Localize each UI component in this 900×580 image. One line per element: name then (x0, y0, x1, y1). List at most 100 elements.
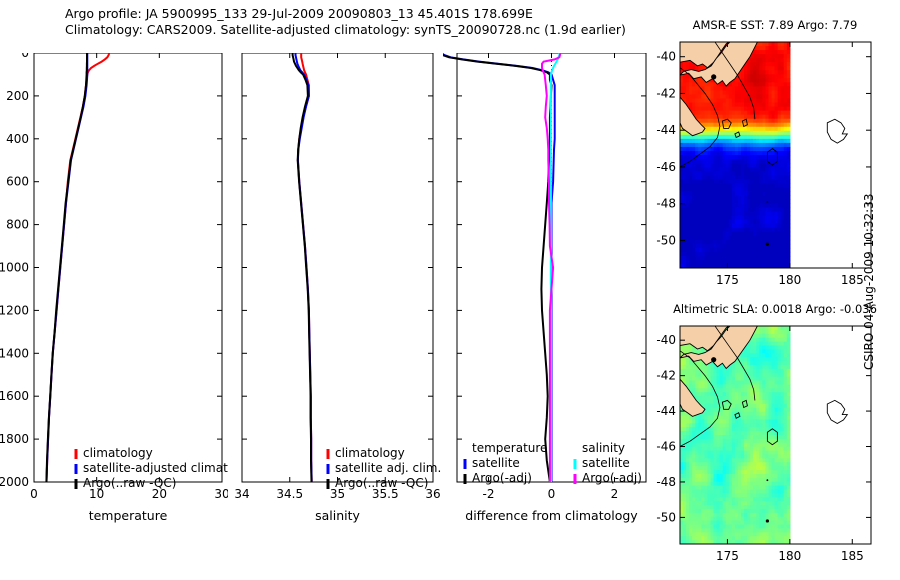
map-cell (753, 142, 757, 148)
map-cell (731, 528, 736, 533)
map-cell (716, 458, 721, 463)
map-cell (774, 163, 779, 168)
map-cell (710, 516, 715, 522)
map-cell (774, 195, 779, 200)
map-cell (710, 361, 715, 366)
map-cell (786, 516, 791, 522)
map-cell (728, 203, 733, 209)
map-cell (774, 207, 779, 213)
map-cell (737, 195, 742, 200)
map-cell (744, 353, 748, 358)
map-cell (774, 86, 779, 92)
map-cell (689, 473, 693, 479)
map-cell (731, 219, 736, 225)
map-cell (713, 419, 718, 424)
map-cell (765, 78, 770, 83)
x-axis-label: salinity (315, 508, 360, 523)
map-cell (695, 493, 699, 498)
map-cell (747, 243, 751, 249)
map-cell (725, 396, 730, 401)
map-cell (713, 508, 718, 514)
map-cell (737, 219, 742, 225)
map-cell (777, 446, 782, 452)
map-cell (728, 142, 733, 148)
map-cell (698, 450, 702, 456)
landmass (721, 118, 732, 129)
map-cell (725, 227, 730, 233)
map-cell (783, 227, 788, 233)
map-cell (737, 450, 742, 456)
map-cell (756, 489, 760, 494)
map-cell (710, 231, 715, 237)
map-cell (692, 155, 696, 160)
map-cell (768, 396, 773, 401)
map-cell (722, 235, 727, 241)
map-cell (731, 155, 736, 160)
map-cell (747, 187, 751, 192)
map-cell (765, 74, 770, 79)
map-cell (734, 524, 739, 530)
map-cell (737, 489, 742, 494)
map-cell (689, 466, 693, 471)
map-cell (756, 376, 760, 382)
map-cell (747, 489, 751, 494)
map-cell (704, 438, 709, 444)
map-cell (780, 376, 785, 382)
map-cell (756, 341, 760, 347)
map-cell (725, 255, 730, 261)
map-cell (725, 106, 730, 112)
map-cell (753, 392, 757, 397)
map-cell (774, 361, 779, 366)
map-cell (756, 114, 760, 120)
map-cell (716, 442, 721, 448)
map-cell (680, 353, 684, 358)
map-cell (741, 435, 745, 440)
legend-label: Argo(-adj) (582, 471, 642, 485)
map-cell (777, 62, 782, 67)
map-cell (774, 98, 779, 104)
map-cell (762, 54, 767, 59)
map-cell (777, 403, 782, 409)
map-cell (780, 520, 785, 526)
map-cell (744, 450, 748, 456)
map-cell (744, 392, 748, 397)
map-cell (744, 466, 748, 471)
map-cell (689, 150, 693, 156)
map-cell (768, 520, 773, 526)
map-cell (750, 392, 754, 397)
map-cell (707, 512, 712, 518)
map-cell (756, 361, 760, 366)
map-cell (737, 74, 742, 79)
map-cell (744, 102, 748, 108)
map-cell (744, 90, 748, 96)
map-cell (689, 505, 693, 510)
map-cell (774, 442, 779, 448)
map-cell (780, 368, 785, 374)
map-cell (719, 505, 724, 510)
map-cell (731, 227, 736, 233)
map-cell (780, 191, 785, 196)
map-cell (695, 239, 699, 245)
map-cell (713, 411, 718, 417)
map-cell (744, 520, 748, 526)
map-cell (765, 372, 770, 378)
map-cell (747, 251, 751, 257)
map-cell (759, 341, 763, 347)
map-cell (680, 263, 684, 268)
map-cell (683, 462, 687, 467)
map-cell (744, 146, 748, 152)
map-cell (750, 446, 754, 452)
map-cell (686, 138, 690, 144)
map-cell (780, 415, 785, 421)
map-cell (780, 345, 785, 350)
map-cell (686, 524, 690, 530)
map-cell (728, 134, 733, 140)
map-cell (716, 364, 721, 370)
map-cell (741, 134, 745, 140)
map-cell (722, 524, 727, 530)
map-cell (686, 98, 690, 104)
map-cell (759, 191, 763, 196)
map-cell (747, 86, 751, 92)
map-cell (750, 171, 754, 176)
map-cell (728, 239, 733, 245)
